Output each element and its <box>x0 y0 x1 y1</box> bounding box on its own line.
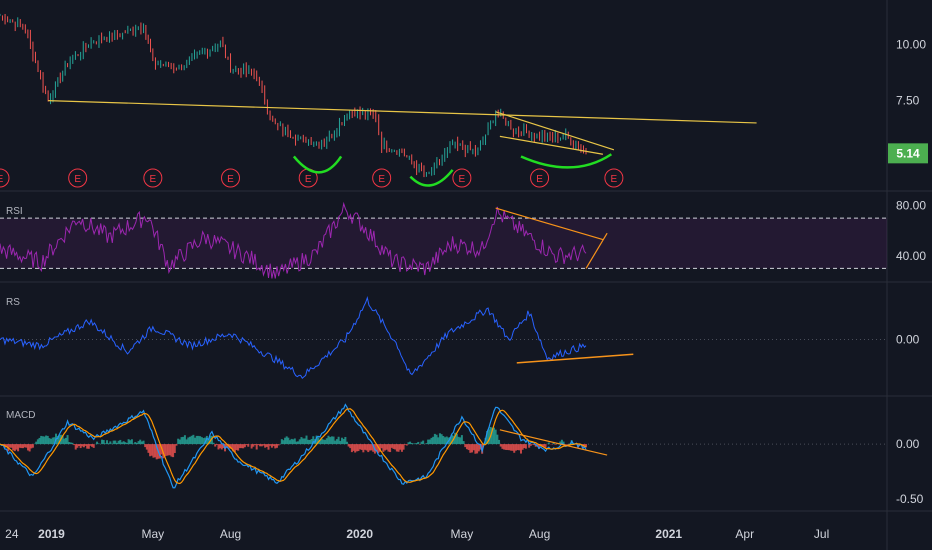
time-axis-label: 2020 <box>346 527 373 541</box>
earnings-marker[interactable] <box>530 168 550 188</box>
time-axis-label: May <box>142 527 165 541</box>
time-axis-label: May <box>451 527 474 541</box>
rsi-label: RSI <box>6 206 23 217</box>
earnings-marker[interactable] <box>143 168 163 188</box>
earnings-marker-label: E <box>536 174 543 185</box>
earnings-marker[interactable] <box>0 168 10 188</box>
price-tick-label: 10.00 <box>896 38 926 52</box>
macd-signal-line[interactable] <box>0 408 587 485</box>
time-axis-label: 2021 <box>655 527 682 541</box>
earnings-marker-label: E <box>150 174 157 185</box>
highlight-curve[interactable] <box>520 153 613 169</box>
price-trendline[interactable] <box>495 111 615 151</box>
last-price-badge <box>888 143 928 164</box>
macd-label: MACD <box>6 410 35 421</box>
time-axis-label: Jul <box>814 527 829 541</box>
earnings-marker-label: E <box>611 174 618 185</box>
earnings-marker-label: E <box>0 174 4 185</box>
rs-trendline[interactable] <box>516 353 634 364</box>
earnings-marker[interactable] <box>452 168 472 188</box>
rsi-tick-label: 80.00 <box>896 199 926 213</box>
time-axis-label: Aug <box>220 527 241 541</box>
rsi-line[interactable] <box>0 201 587 279</box>
rs-line[interactable] <box>0 295 587 380</box>
time-axis-label: 2019 <box>38 527 65 541</box>
time-axis-label: Apr <box>735 527 754 541</box>
price-trendline[interactable] <box>499 135 604 155</box>
earnings-marker[interactable] <box>68 168 88 188</box>
time-axis-label: 24 <box>5 527 19 541</box>
macd-trendline[interactable] <box>499 429 608 456</box>
rsi-trendline[interactable] <box>495 207 604 241</box>
earnings-marker-label: E <box>305 174 312 185</box>
earnings-marker-label: E <box>459 174 466 185</box>
rsi-trendline[interactable] <box>585 232 608 269</box>
rsi-band <box>0 218 887 269</box>
macd-line[interactable] <box>0 403 587 489</box>
time-axis-label: Aug <box>529 527 550 541</box>
rsi-tick-label: 40.00 <box>896 249 926 263</box>
highlight-curve[interactable] <box>409 169 454 187</box>
price-trendline[interactable] <box>48 99 757 124</box>
earnings-marker-label: E <box>74 174 81 185</box>
highlight-curve[interactable] <box>292 155 343 174</box>
rs-label: RS <box>6 297 20 308</box>
rs-tick-label: 0.00 <box>896 333 920 347</box>
macd-tick-label: 0.00 <box>896 437 920 451</box>
earnings-marker-label: E <box>378 174 385 185</box>
earnings-marker[interactable] <box>604 168 624 188</box>
earnings-marker[interactable] <box>372 168 392 188</box>
last-price-label: 5.14 <box>896 146 920 160</box>
macd-tick-label: -0.50 <box>896 492 924 506</box>
price-tick-label: 7.50 <box>896 94 920 108</box>
earnings-marker[interactable] <box>221 168 241 188</box>
earnings-marker-label: E <box>227 174 234 185</box>
